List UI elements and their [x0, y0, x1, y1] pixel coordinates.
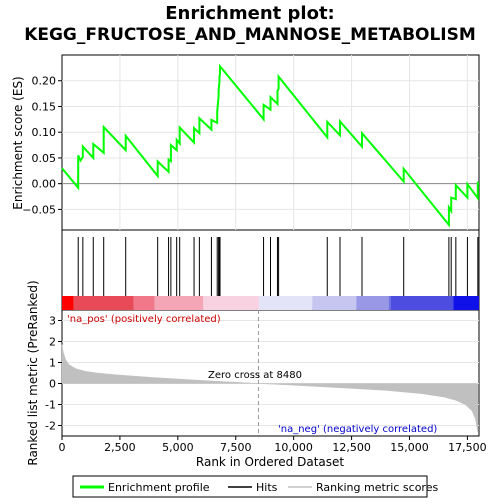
metric-x-tick-label: 5,000 [162, 441, 194, 454]
es-y-tick-label: 0.05 [32, 152, 57, 165]
ranking-metric-area [61, 344, 479, 432]
colorbar-segment [453, 296, 479, 310]
metric-y-tick-label: -2 [45, 420, 56, 433]
metric-x-tick-label: 7,500 [220, 441, 252, 454]
colorbar-segment [258, 296, 313, 310]
metric-y-tick-label: 3 [49, 315, 56, 328]
na-neg-label: 'na_neg' (negatively correlated) [278, 424, 437, 435]
es-panel-frame [61, 54, 480, 231]
colorbar-segment [73, 296, 134, 310]
title-line2: KEGG_FRUCTOSE_AND_MANNOSE_METABOLISM [24, 25, 476, 45]
es-y-tick-label: −0.05 [22, 203, 56, 216]
es-y-tick-label: 0.15 [32, 100, 57, 113]
metric-x-tick-label: 17,500 [448, 441, 487, 454]
metric-x-tick-label: 12,500 [332, 441, 371, 454]
na-pos-label: 'na_pos' (positively correlated) [67, 314, 221, 325]
colorbar-segment [203, 296, 259, 310]
legend-metric-label: Ranking metric scores [316, 481, 438, 494]
es-y-tick-label: 0.00 [32, 178, 57, 191]
es-y-label: Enrichment score (ES) [11, 76, 25, 209]
rank-colorbar [62, 296, 479, 310]
colorbar-segment [390, 296, 454, 310]
metric-y-tick-label: 2 [49, 336, 56, 349]
colorbar-segment [388, 296, 391, 310]
colorbar-segment [62, 296, 74, 310]
enrichment-profile-line [61, 63, 479, 228]
metric-x-tick-label: 10,000 [274, 441, 313, 454]
es-y-tick-label: 0.10 [32, 126, 57, 139]
metric-panel-frame [61, 309, 480, 437]
metric-x-axis: 0 2,500 5,000 7,500 10,000 12,500 15,000 17,500 [59, 436, 487, 454]
x-axis-label: Rank in Ordered Dataset [196, 455, 344, 469]
title-line1: Enrichment plot: [165, 3, 335, 24]
colorbar-segment [133, 296, 155, 310]
zero-cross-label: Zero cross at 8480 [208, 370, 302, 381]
es-y-axis: −0.05 0.00 0.05 0.10 0.15 0.20 [22, 75, 62, 216]
metric-x-tick-label: 0 [59, 441, 66, 454]
legend-enrichment-label: Enrichment profile [108, 481, 210, 494]
legend-hits-label: Hits [256, 481, 278, 494]
es-y-tick-label: 0.20 [32, 75, 57, 88]
colorbar-segment [356, 296, 389, 310]
metric-y-axis: -2 -1 0 1 2 3 [45, 315, 62, 433]
ranking-metric-area-group [61, 344, 479, 432]
hits-group [77, 237, 479, 296]
metric-x-tick-label: 15,000 [390, 441, 429, 454]
colorbar-segment [154, 296, 204, 310]
metric-y-tick-label: 1 [49, 357, 56, 370]
metric-y-tick-label: 0 [49, 378, 56, 391]
metric-y-label: Ranked list metric (PreRanked) [26, 280, 40, 465]
enrichment-profile-group [61, 63, 479, 228]
metric-y-tick-label: -1 [45, 399, 56, 412]
colorbar-segment [312, 296, 357, 310]
metric-x-tick-label: 2,500 [104, 441, 136, 454]
